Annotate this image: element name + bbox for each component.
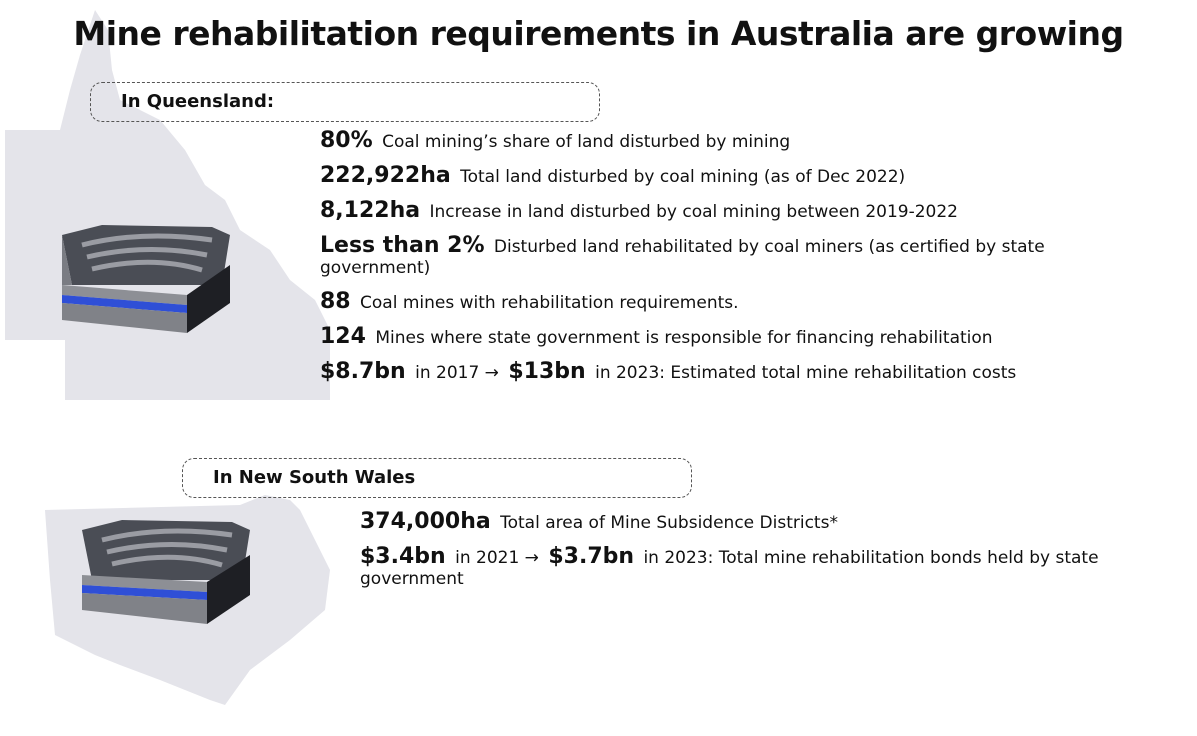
fact-figure: $3.7bn (548, 544, 635, 569)
fact-item: 124 Mines where state government is resp… (320, 326, 1050, 349)
mine-icon (82, 520, 250, 624)
item-list: 80% Coal mining’s share of land disturbe… (320, 130, 1050, 384)
queensland-map (5, 10, 330, 400)
fact-item: $3.4bn in 2021 → $3.7bn in 2023: Total m… (360, 546, 1100, 590)
fact-figure: 8,122ha (320, 198, 421, 223)
fact-figure: $8.7bn (320, 359, 406, 384)
fact-text: Coal mining’s share of land disturbed by… (382, 132, 791, 152)
fact-figure: Less than 2% (320, 233, 485, 258)
section-heading: In Queensland: (90, 82, 600, 122)
fact-text: Coal mines with rehabilitation requireme… (360, 293, 739, 313)
fact-item: 80% Coal mining’s share of land disturbe… (320, 130, 1050, 153)
fact-figure: 374,000ha (360, 509, 491, 534)
fact-item: 8,122ha Increase in land disturbed by co… (320, 200, 1050, 223)
fact-figure: $3.4bn (360, 544, 446, 569)
fact-item: $8.7bn in 2017 → $13bn in 2023: Estimate… (320, 361, 1050, 384)
fact-text: in 2017 → (415, 363, 499, 383)
fact-text: in 2023: Estimated total mine rehabilita… (595, 363, 1017, 383)
mine-icon (62, 225, 230, 333)
fact-figure: 88 (320, 289, 351, 314)
fact-text: Total land disturbed by coal mining (as … (460, 167, 906, 187)
fact-text: Increase in land disturbed by coal minin… (429, 202, 958, 222)
fact-text: in 2023: Total mine rehabilitation bonds… (360, 548, 1099, 589)
fact-figure: 124 (320, 324, 366, 349)
fact-text: Total area of Mine Subsidence Districts* (500, 513, 838, 533)
fact-figure: 222,922ha (320, 163, 451, 188)
title: Mine rehabilitation requirements in Aust… (73, 14, 1124, 53)
section-heading: In New South Wales (182, 458, 692, 498)
fact-text: Disturbed land rehabilitated by coal min… (320, 237, 1045, 278)
fact-figure: $13bn (508, 359, 586, 384)
fact-item: Less than 2% Disturbed land rehabilitate… (320, 235, 1050, 279)
fact-item: 374,000ha Total area of Mine Subsidence … (360, 511, 1100, 534)
fact-figure: 80% (320, 128, 373, 153)
fact-text: in 2021 → (455, 548, 539, 568)
fact-text: Mines where state government is responsi… (375, 328, 993, 348)
item-list: 374,000ha Total area of Mine Subsidence … (360, 511, 1100, 590)
fact-item: 88 Coal mines with rehabilitation requir… (320, 291, 1050, 314)
fact-item: 222,922ha Total land disturbed by coal m… (320, 165, 1050, 188)
